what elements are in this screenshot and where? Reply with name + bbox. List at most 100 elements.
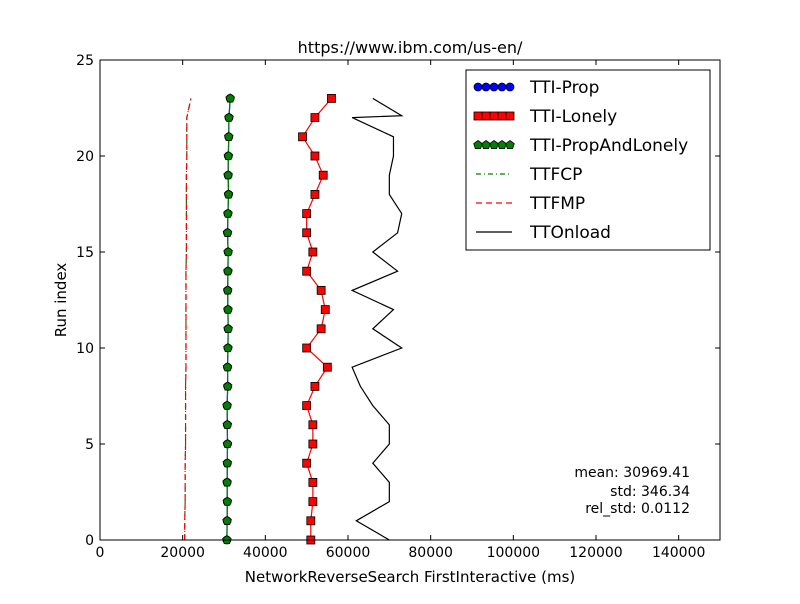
data-point xyxy=(223,304,233,314)
data-point xyxy=(327,94,336,103)
legend-marker xyxy=(473,140,483,150)
legend-marker xyxy=(505,111,515,121)
series-ttonload xyxy=(350,97,404,541)
legend: TTI-Prop TTI-Lonely TTI-PropAndLonely TTFCP… xyxy=(465,69,711,251)
data-point xyxy=(318,170,328,180)
legend-label: TTFCP xyxy=(529,165,582,185)
legend-marker xyxy=(481,111,491,121)
data-point xyxy=(222,381,233,391)
series-line xyxy=(350,97,404,541)
data-point xyxy=(223,323,233,333)
legend-marker xyxy=(473,82,483,92)
legend-marker xyxy=(481,82,491,92)
series-line xyxy=(226,98,231,541)
data-point xyxy=(223,170,233,180)
legend-marker xyxy=(489,140,499,150)
data-point xyxy=(222,439,233,449)
series-tti-propandlonely xyxy=(222,93,235,545)
data-point xyxy=(302,266,312,276)
data-point xyxy=(222,227,233,237)
legend-label: TTI-Lonely xyxy=(529,107,617,127)
data-point xyxy=(310,189,320,199)
stats-std: std: 346.34 xyxy=(610,484,690,500)
series-line xyxy=(184,98,192,540)
x-tick-label: 80000 xyxy=(408,545,453,561)
series-line xyxy=(301,98,332,540)
data-point xyxy=(310,113,320,122)
x-tick-label: 60000 xyxy=(326,545,371,561)
legend-item: TTI-Prop xyxy=(473,78,599,98)
legend-label: TTI-PropAndLonely xyxy=(529,136,688,156)
data-point xyxy=(308,439,318,449)
y-tick-label: 15 xyxy=(76,245,94,261)
data-point xyxy=(222,362,233,372)
legend-marker xyxy=(505,82,515,92)
data-point xyxy=(223,208,233,218)
data-point xyxy=(225,93,235,103)
data-point xyxy=(224,112,234,122)
y-tick-label: 20 xyxy=(76,149,94,165)
legend-marker xyxy=(497,82,507,92)
data-point xyxy=(222,285,233,295)
legend-marker xyxy=(489,82,499,92)
legend-label: TTI-Prop xyxy=(529,78,599,98)
legend-item: TTI-PropAndLonely xyxy=(473,136,688,156)
data-point xyxy=(308,477,318,487)
data-point xyxy=(222,496,233,506)
data-point xyxy=(316,324,326,334)
data-point xyxy=(302,458,312,468)
legend-item: TTOnload xyxy=(476,223,611,243)
stats-rel-std: rel_std: 0.0112 xyxy=(585,501,690,517)
legend-item: TTFCP xyxy=(476,165,582,185)
y-tick-label: 10 xyxy=(76,341,94,357)
data-point xyxy=(308,247,318,257)
x-tick-label: 20000 xyxy=(160,545,205,561)
data-point xyxy=(302,209,312,219)
data-point xyxy=(308,420,318,430)
series-tti-lonely xyxy=(298,94,336,545)
data-point xyxy=(302,343,312,353)
data-point xyxy=(308,497,318,507)
data-point xyxy=(223,131,234,141)
chart-title: https://www.ibm.com/us-en/ xyxy=(298,38,523,57)
legend-marker xyxy=(481,140,491,150)
plot-frame xyxy=(99,59,721,541)
data-point xyxy=(223,247,233,257)
x-tick-label: 140000 xyxy=(652,545,705,561)
data-point xyxy=(223,151,234,161)
data-point xyxy=(322,362,332,372)
x-tick-label: 120000 xyxy=(569,545,622,561)
stats-mean: mean: 30969.41 xyxy=(574,465,690,481)
data-point xyxy=(302,228,312,238)
data-point xyxy=(222,400,232,410)
legend-marker xyxy=(497,140,507,150)
plot-area xyxy=(184,93,404,545)
y-tick-label: 25 xyxy=(76,53,94,69)
legend-label: TTFMP xyxy=(529,194,585,214)
data-point xyxy=(306,516,316,526)
legend-item: TTI-Lonely xyxy=(473,107,617,127)
legend-marker xyxy=(505,140,515,150)
x-tick-label: 100000 xyxy=(487,545,540,561)
y-tick-label: 0 xyxy=(85,533,94,549)
y-tick-label: 5 xyxy=(85,437,94,453)
data-point xyxy=(222,458,233,468)
x-tick-label: 40000 xyxy=(243,545,288,561)
legend-marker xyxy=(489,111,499,121)
data-point xyxy=(298,132,307,142)
legend-label: TTOnload xyxy=(529,223,611,243)
stats-annotation: mean: 30969.41 std: 346.34 rel_std: 0.01… xyxy=(574,465,690,517)
data-point xyxy=(310,151,320,161)
series-ttfmp xyxy=(184,98,192,540)
axis-ticks: 0 20000 40000 60000 80000 100000 120000 140000 0… xyxy=(76,53,720,561)
data-point xyxy=(316,285,326,295)
data-point xyxy=(222,419,233,429)
data-point xyxy=(223,189,234,199)
legend-marker xyxy=(473,111,483,121)
x-tick-label: 0 xyxy=(96,545,105,561)
data-point xyxy=(310,381,320,391)
legend-marker xyxy=(497,111,507,121)
data-point xyxy=(222,477,232,487)
data-point xyxy=(223,343,233,353)
